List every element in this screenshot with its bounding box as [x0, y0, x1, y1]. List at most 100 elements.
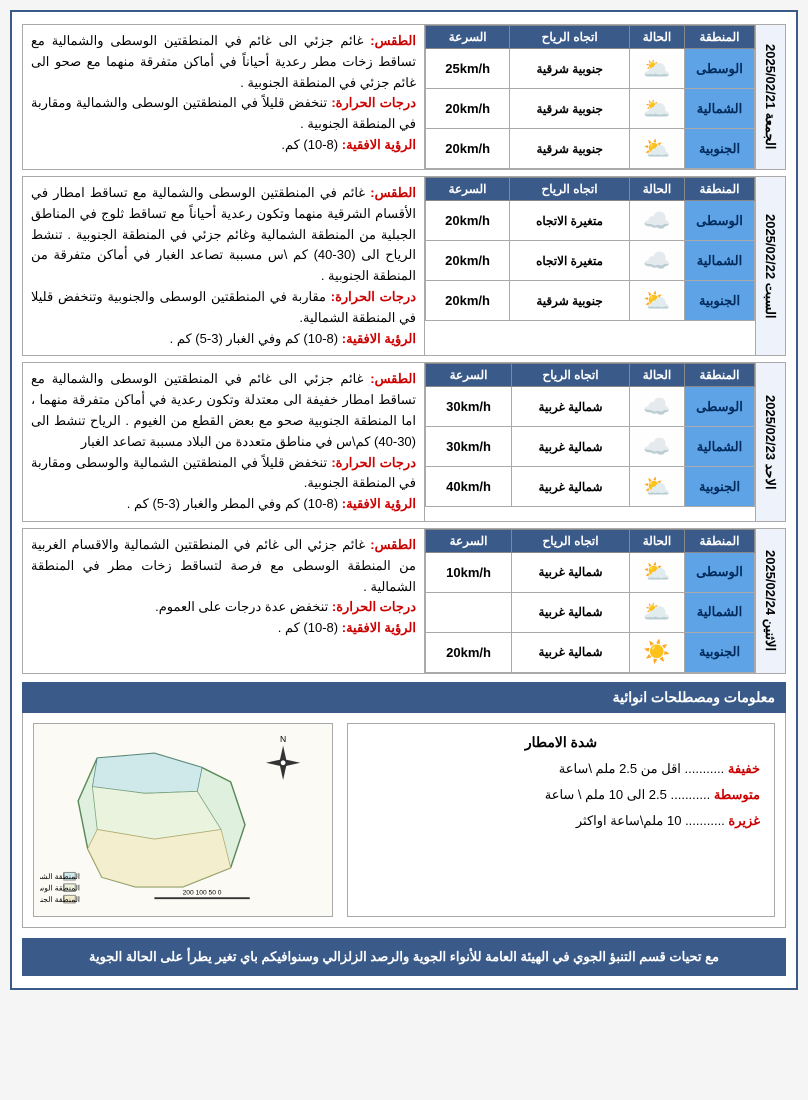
- visibility-line: الرؤية الافقية: (8-10) كم .: [31, 618, 416, 639]
- visibility-label: الرؤية الافقية:: [342, 620, 416, 635]
- wind-direction-cell: متغيرة الاتجاه: [510, 241, 630, 281]
- rain-heavy-label: غزيرة: [728, 813, 760, 828]
- temperature-label: درجات الحرارة:: [332, 599, 416, 614]
- condition-cell: ⛅: [630, 281, 685, 321]
- table-header: السرعة: [426, 26, 510, 49]
- description-panel: الطقس: غائم في المنطقتين الوسطى والشمالي…: [23, 177, 425, 355]
- weather-icon: ☀️: [643, 639, 670, 664]
- forecast-day-block: الجمعة 2025/02/21المنطقةالحالةاتجاه الري…: [22, 24, 786, 170]
- wind-speed-cell: 30km/h: [426, 387, 512, 427]
- condition-cell: ☁️: [630, 427, 685, 467]
- wind-direction-cell: شمالية غربية: [512, 592, 630, 632]
- table-row: الوسطى☁️متغيرة الاتجاه20km/h: [426, 201, 755, 241]
- condition-cell: 🌥️: [630, 49, 685, 89]
- region-cell: الوسطى: [685, 552, 755, 592]
- region-cell: الجنوبية: [685, 129, 755, 169]
- temperature-line: درجات الحرارة: تنخفض قليلاً في المنطقتين…: [31, 453, 416, 495]
- info-body: شدة الامطار خفيفة ........... اقل من 2.5…: [22, 713, 786, 928]
- region-cell: الجنوبية: [685, 467, 755, 507]
- visibility-label: الرؤية الافقية:: [342, 496, 416, 511]
- weather-icon: ⛅: [643, 288, 670, 313]
- wind-speed-cell: [426, 592, 512, 632]
- rain-light-line: خفيفة ........... اقل من 2.5 ملم \ساعة: [362, 761, 760, 777]
- table-header: اتجاه الرياح: [512, 364, 630, 387]
- visibility-line: الرؤية الافقية: (8-10) كم وفي المطر والغ…: [31, 494, 416, 515]
- region-cell: الوسطى: [685, 387, 755, 427]
- date-column: السبت 2025/02/22: [755, 177, 785, 355]
- description-panel: الطقس: غائم جزئي الى غائم في المنطقتين ا…: [23, 529, 425, 673]
- dots: ...........: [685, 813, 725, 828]
- weather-line: الطقس: غائم جزئي الى غائم في المنطقتين ا…: [31, 31, 416, 93]
- description-panel: الطقس: غائم جزئي الى غائم في المنطقتين ا…: [23, 363, 425, 521]
- wind-speed-cell: 20km/h: [426, 129, 510, 169]
- rain-moderate-line: متوسطة ........... 2.5 الى 10 ملم \ ساعة: [362, 787, 760, 803]
- footer-bar: مع تحيات قسم التنبؤ الجوي في الهيئة العا…: [22, 938, 786, 976]
- condition-cell: 🌥️: [630, 592, 685, 632]
- weather-icon: 🌥️: [643, 96, 670, 121]
- wind-direction-cell: جنوبية شرقية: [510, 281, 630, 321]
- svg-text:0 50 100 200: 0 50 100 200: [183, 889, 222, 896]
- svg-text:المنطقة الوسطى: المنطقة الوسطى: [40, 883, 80, 892]
- weather-icon: 🌥️: [643, 599, 670, 624]
- visibility-line: الرؤية الافقية: (8-10) كم وفي الغبار (3-…: [31, 329, 416, 350]
- weather-icon: ⛅: [643, 559, 670, 584]
- dots: ...........: [685, 761, 725, 776]
- weather-bulletin-page: الجمعة 2025/02/21المنطقةالحالةاتجاه الري…: [10, 10, 798, 990]
- region-cell: الشمالية: [685, 427, 755, 467]
- table-header: المنطقة: [685, 26, 755, 49]
- table-row: الجنوبية ⛅ شمالية غربية40km/h: [426, 467, 755, 507]
- weather-label: الطقس:: [370, 371, 416, 386]
- iraq-map-icon: N المنطقة الشمالية المنطقة الوسطى المنطق…: [40, 730, 326, 910]
- region-cell: الشمالية: [685, 592, 755, 632]
- condition-cell: 🌥️: [630, 89, 685, 129]
- wind-speed-cell: 20km/h: [426, 632, 512, 672]
- wind-speed-cell: 40km/h: [426, 467, 512, 507]
- date-column: الاثنين 2025/02/24: [755, 529, 785, 673]
- table-row: الشمالية 🌥️ شمالية غربية: [426, 592, 755, 632]
- wind-direction-cell: جنوبية شرقية: [510, 129, 630, 169]
- weather-icon: ⛅: [643, 474, 670, 499]
- table-row: الجنوبية⛅جنوبية شرقية20km/h: [426, 281, 755, 321]
- temperature-line: درجات الحرارة: تنخفض عدة درجات على العمو…: [31, 597, 416, 618]
- condition-cell: ⛅: [630, 467, 685, 507]
- wind-direction-cell: شمالية غربية: [512, 632, 630, 672]
- condition-cell: ⛅: [630, 552, 685, 592]
- table-header: الحالة: [630, 26, 685, 49]
- forecast-day-block: الاثنين 2025/02/24المنطقةالحالةاتجاه الر…: [22, 528, 786, 674]
- temperature-label: درجات الحرارة:: [331, 95, 416, 110]
- table-row: الجنوبية⛅جنوبية شرقية20km/h: [426, 129, 755, 169]
- region-cell: الجنوبية: [685, 281, 755, 321]
- rain-heavy-value: 10 ملم\ساعة اواكثر: [576, 813, 682, 828]
- table-header: السرعة: [426, 364, 512, 387]
- region-cell: الوسطى: [685, 49, 755, 89]
- temperature-line: درجات الحرارة: مقاربة في المنطقتين الوسط…: [31, 287, 416, 329]
- table-header: الحالة: [630, 364, 685, 387]
- rain-light-label: خفيفة: [728, 761, 760, 776]
- wind-direction-cell: جنوبية شرقية: [510, 49, 630, 89]
- condition-cell: ⛅: [630, 129, 685, 169]
- wind-direction-cell: شمالية غربية: [512, 467, 630, 507]
- condition-cell: ☁️: [630, 201, 685, 241]
- description-panel: الطقس: غائم جزئي الى غائم في المنطقتين ا…: [23, 25, 425, 169]
- rain-heavy-line: غزيرة ........... 10 ملم\ساعة اواكثر: [362, 813, 760, 829]
- visibility-label: الرؤية الافقية:: [342, 331, 416, 346]
- weather-label: الطقس:: [370, 33, 416, 48]
- table-header: الحالة: [630, 529, 685, 552]
- region-cell: الجنوبية: [685, 632, 755, 672]
- table-row: الوسطى⛅شمالية غربية10km/h: [426, 552, 755, 592]
- condition-cell: ☁️: [630, 241, 685, 281]
- date-column: الاحد 2025/02/23: [755, 363, 785, 521]
- dots: ...........: [671, 787, 711, 802]
- table-row: الشمالية🌥️جنوبية شرقية20km/h: [426, 89, 755, 129]
- forecast-days-container: الجمعة 2025/02/21المنطقةالحالةاتجاه الري…: [22, 24, 786, 674]
- table-header: السرعة: [426, 529, 512, 552]
- table-header: السرعة: [426, 178, 510, 201]
- forecast-day-block: السبت 2025/02/22المنطقةالحالةاتجاه الريا…: [22, 176, 786, 356]
- table-row: الوسطى🌥️جنوبية شرقية25km/h: [426, 49, 755, 89]
- wind-speed-cell: 20km/h: [426, 89, 510, 129]
- weather-icon: ☁️: [643, 394, 670, 419]
- date-column: الجمعة 2025/02/21: [755, 25, 785, 169]
- table-row: الشمالية☁️شمالية غربية30km/h: [426, 427, 755, 467]
- weather-icon: ☁️: [643, 248, 670, 273]
- wind-speed-cell: 30km/h: [426, 427, 512, 467]
